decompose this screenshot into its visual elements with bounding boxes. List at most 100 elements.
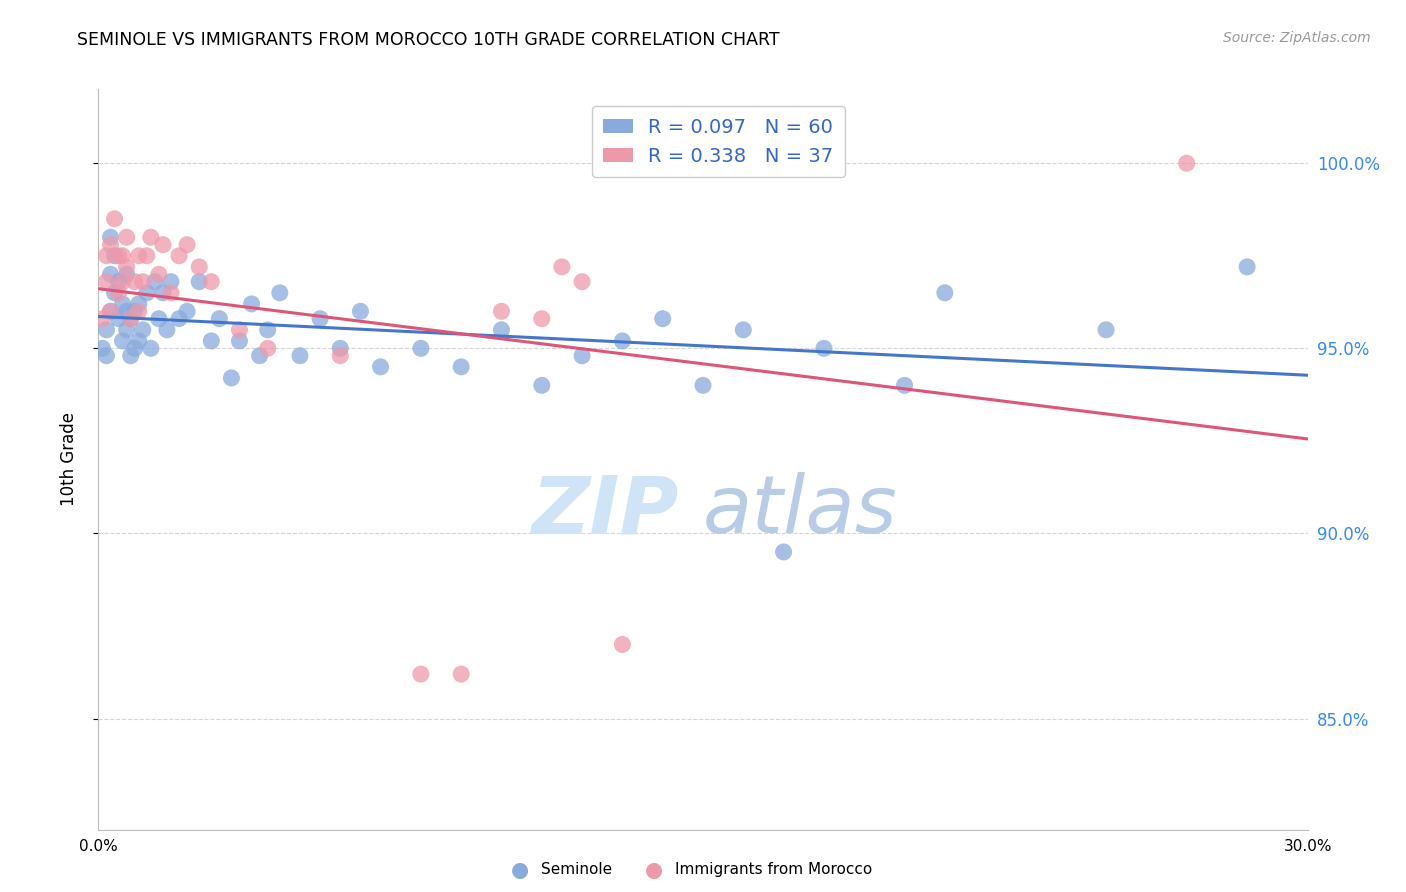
Point (651, 311, 673, 326)
Point (124, 304, 146, 318)
Point (176, 237, 198, 252)
Point (115, 230, 138, 244)
Point (934, 285, 956, 300)
Text: ●: ● (512, 860, 529, 880)
Point (100, 304, 122, 318)
Point (96, 249, 118, 263)
Point (733, 323, 755, 337)
Point (120, 311, 142, 326)
Point (128, 304, 150, 318)
Text: SEMINOLE VS IMMIGRANTS FROM MOROCCO 10TH GRADE CORRELATION CHART: SEMINOLE VS IMMIGRANTS FROM MOROCCO 10TH… (77, 31, 780, 49)
Point (612, 334, 634, 348)
Point (571, 275, 593, 289)
Point (132, 275, 155, 289)
Point (111, 297, 134, 311)
Point (128, 334, 150, 348)
Point (143, 275, 166, 289)
Point (100, 230, 122, 244)
Point (530, 311, 553, 326)
Point (772, 545, 794, 559)
Point (115, 267, 138, 281)
Point (160, 275, 183, 289)
Point (120, 311, 142, 326)
Point (240, 297, 263, 311)
Point (115, 260, 138, 274)
Point (107, 249, 129, 263)
Point (167, 311, 190, 326)
Point (551, 260, 574, 274)
Point (124, 341, 146, 355)
Point (160, 285, 183, 300)
Y-axis label: 10th Grade: 10th Grade (59, 412, 77, 507)
Point (128, 297, 150, 311)
Point (1175, 156, 1198, 170)
Point (200, 275, 222, 289)
Point (124, 275, 146, 289)
Point (139, 341, 162, 355)
Point (96, 275, 118, 289)
Point (96, 323, 118, 337)
Point (450, 667, 472, 681)
Point (176, 304, 198, 318)
Point (91, 341, 114, 355)
Point (91, 311, 114, 326)
Point (530, 378, 553, 392)
Point (349, 304, 371, 318)
Point (148, 267, 170, 281)
Point (148, 311, 170, 326)
Point (107, 285, 129, 300)
Point (139, 230, 162, 244)
Point (120, 349, 142, 363)
Point (692, 378, 714, 392)
Point (409, 341, 432, 355)
Point (893, 378, 915, 392)
Point (309, 311, 332, 326)
Point (200, 334, 222, 348)
Point (491, 323, 513, 337)
Point (221, 371, 243, 385)
Point (228, 323, 250, 337)
Point (329, 349, 352, 363)
Point (571, 349, 593, 363)
Point (156, 323, 179, 337)
Point (188, 260, 211, 274)
Point (115, 304, 138, 318)
Point (107, 311, 129, 326)
Legend: R = 0.097   N = 60, R = 0.338   N = 37: R = 0.097 N = 60, R = 0.338 N = 37 (592, 106, 845, 178)
Point (152, 285, 174, 300)
Point (612, 637, 634, 651)
Point (450, 359, 472, 374)
Point (1236, 260, 1258, 274)
Point (111, 275, 134, 289)
Text: ZIP: ZIP (531, 472, 679, 550)
Point (100, 237, 122, 252)
Text: Immigrants from Morocco: Immigrants from Morocco (675, 863, 872, 877)
Point (188, 275, 211, 289)
Point (256, 341, 278, 355)
Point (329, 341, 352, 355)
Point (135, 285, 157, 300)
Text: Source: ZipAtlas.com: Source: ZipAtlas.com (1223, 31, 1371, 45)
Point (103, 211, 125, 226)
Point (228, 334, 250, 348)
Point (107, 275, 129, 289)
Point (813, 341, 835, 355)
Text: Seminole: Seminole (541, 863, 613, 877)
Text: atlas: atlas (703, 472, 898, 550)
Point (96, 349, 118, 363)
Point (288, 349, 311, 363)
Point (208, 311, 231, 326)
Point (409, 667, 432, 681)
Point (103, 249, 125, 263)
Point (491, 304, 513, 318)
Point (1095, 323, 1118, 337)
Point (103, 285, 125, 300)
Text: ●: ● (645, 860, 662, 880)
Point (269, 285, 291, 300)
Point (249, 349, 271, 363)
Point (152, 237, 174, 252)
Point (256, 323, 278, 337)
Point (128, 249, 150, 263)
Point (167, 249, 190, 263)
Point (100, 304, 122, 318)
